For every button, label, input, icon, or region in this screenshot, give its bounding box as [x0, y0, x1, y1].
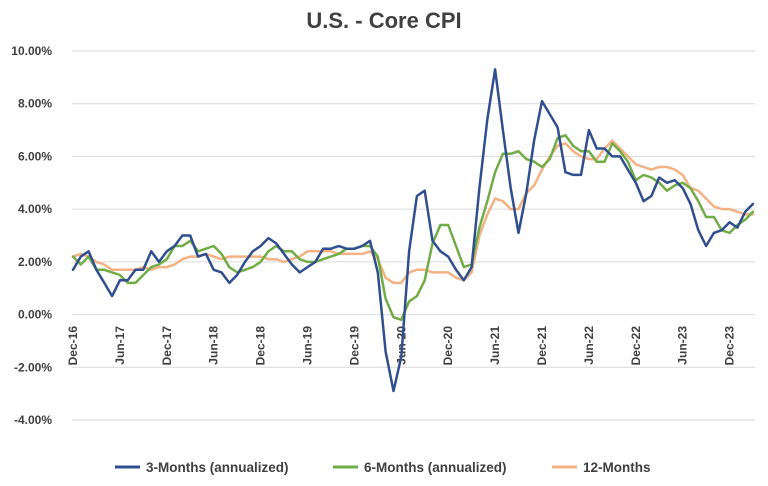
series-lines [71, 68, 755, 393]
legend-item: 12-Months [552, 460, 651, 475]
x-tick-label: Jun-19 [300, 326, 314, 365]
y-tick-label: 0.00% [18, 308, 52, 322]
x-tick-label: Dec-21 [535, 326, 549, 366]
legend-label: 12-Months [583, 460, 651, 475]
legend-label: 3-Months (annualized) [146, 460, 289, 475]
x-tick-label: Dec-18 [254, 326, 268, 366]
y-tick-label: 8.00% [18, 97, 52, 111]
legend-item: 6-Months (annualized) [333, 460, 507, 475]
legend-label: 6-Months (annualized) [364, 460, 507, 475]
legend: 3-Months (annualized) 6-Months (annualize… [115, 460, 651, 475]
y-tick-label: -2.00% [14, 360, 52, 374]
x-tick-label: Jun-23 [676, 326, 690, 365]
x-tick-label: Jun-21 [488, 326, 502, 365]
x-axis-ticks: Dec-16 Jun-17 Dec-17 Jun-18 Dec-18 Jun-19 Dec-… [66, 326, 737, 366]
chart-title: U.S. - Core CPI [306, 8, 461, 33]
y-tick-label: 6.00% [18, 149, 52, 163]
gridlines [72, 50, 755, 421]
series-line-3 [71, 139, 755, 285]
y-axis-ticks: -4.00% -2.00% 0.00% 2.00% 4.00% 6.00% 8.00% 10.… [11, 44, 52, 427]
legend-item: 3-Months (annualized) [115, 460, 289, 475]
x-tick-label: Dec-23 [723, 326, 737, 366]
x-tick-label: Dec-16 [66, 326, 80, 366]
x-tick-label: Jun-18 [207, 326, 221, 365]
x-tick-label: Dec-19 [347, 326, 361, 366]
y-tick-label: 2.00% [18, 255, 52, 269]
series-line-1 [71, 68, 755, 393]
x-tick-label: Dec-22 [629, 326, 643, 366]
y-tick-label: 4.00% [18, 202, 52, 216]
y-tick-label: 10.00% [11, 44, 52, 58]
x-tick-label: Dec-20 [441, 326, 455, 366]
x-tick-label: Jun-22 [582, 326, 596, 365]
series-line-2 [71, 134, 755, 322]
x-tick-label: Jun-17 [113, 326, 127, 365]
y-tick-label: -4.00% [14, 413, 52, 427]
x-tick-label: Dec-17 [160, 326, 174, 366]
